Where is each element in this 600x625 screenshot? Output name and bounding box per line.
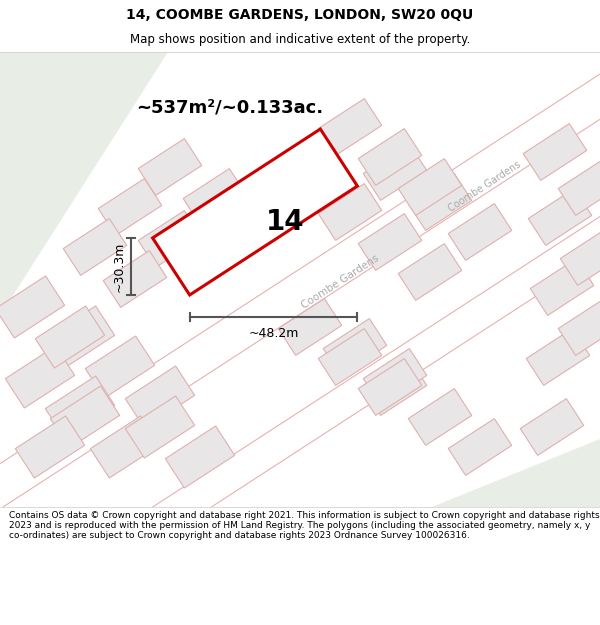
Polygon shape	[323, 319, 387, 376]
Polygon shape	[358, 359, 422, 416]
Polygon shape	[104, 49, 600, 566]
Polygon shape	[318, 184, 382, 241]
Polygon shape	[0, 11, 600, 533]
Polygon shape	[0, 276, 65, 338]
Polygon shape	[398, 159, 462, 216]
Text: ~48.2m: ~48.2m	[248, 327, 299, 340]
Polygon shape	[138, 211, 202, 268]
Polygon shape	[363, 349, 427, 406]
Text: ~537m²/~0.133ac.: ~537m²/~0.133ac.	[136, 98, 323, 116]
Text: Coombe Gardens: Coombe Gardens	[447, 160, 523, 214]
Polygon shape	[278, 299, 342, 356]
Polygon shape	[125, 396, 194, 458]
Text: 14, COOMBE GARDENS, LONDON, SW20 0QU: 14, COOMBE GARDENS, LONDON, SW20 0QU	[127, 8, 473, 21]
Polygon shape	[408, 174, 472, 231]
Polygon shape	[530, 259, 594, 316]
Polygon shape	[528, 189, 592, 246]
Text: ~30.3m: ~30.3m	[113, 241, 125, 292]
Polygon shape	[35, 306, 104, 368]
Polygon shape	[50, 386, 119, 448]
Polygon shape	[318, 99, 382, 156]
Polygon shape	[318, 329, 382, 386]
Polygon shape	[523, 124, 587, 181]
Polygon shape	[152, 129, 358, 295]
Polygon shape	[91, 416, 160, 478]
Polygon shape	[63, 219, 127, 276]
Polygon shape	[526, 329, 590, 386]
Text: 14: 14	[266, 208, 304, 236]
Polygon shape	[558, 299, 600, 356]
Text: Map shows position and indicative extent of the property.: Map shows position and indicative extent…	[130, 32, 470, 46]
Polygon shape	[448, 204, 512, 261]
Polygon shape	[520, 399, 584, 456]
Polygon shape	[558, 159, 600, 216]
Polygon shape	[358, 129, 422, 186]
Polygon shape	[408, 389, 472, 446]
Text: Contains OS data © Crown copyright and database right 2021. This information is : Contains OS data © Crown copyright and d…	[9, 511, 599, 541]
Polygon shape	[223, 201, 287, 258]
Polygon shape	[0, 52, 168, 316]
Polygon shape	[560, 229, 600, 286]
Polygon shape	[448, 419, 512, 476]
Polygon shape	[363, 144, 427, 201]
Polygon shape	[46, 376, 115, 438]
Polygon shape	[432, 439, 600, 507]
Polygon shape	[166, 426, 235, 488]
Polygon shape	[16, 416, 85, 478]
Polygon shape	[5, 346, 74, 408]
Polygon shape	[46, 306, 115, 368]
Polygon shape	[358, 214, 422, 271]
Polygon shape	[183, 169, 247, 226]
Polygon shape	[85, 336, 155, 398]
Polygon shape	[125, 366, 194, 428]
Polygon shape	[103, 251, 167, 308]
Polygon shape	[398, 244, 462, 301]
Polygon shape	[98, 179, 162, 236]
Polygon shape	[138, 139, 202, 196]
Text: Coombe Gardens: Coombe Gardens	[299, 253, 380, 311]
Polygon shape	[363, 359, 427, 416]
